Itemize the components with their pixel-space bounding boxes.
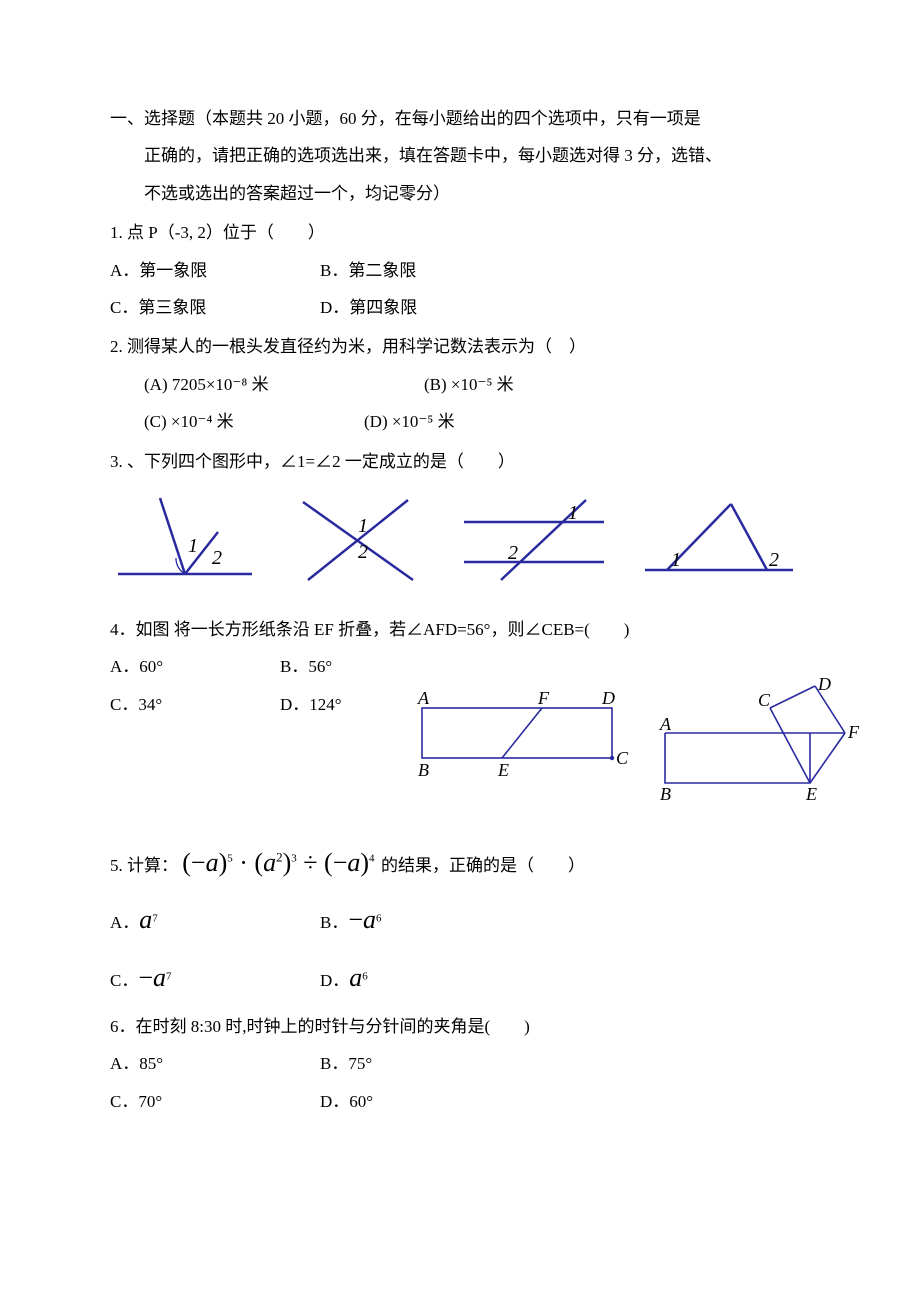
svg-text:F: F [847,722,860,742]
svg-text:2: 2 [769,549,779,571]
q6-option-b: B．75° [320,1045,372,1082]
q4-option-b: B．56° [280,648,332,685]
q3-fig-2: 1 2 [288,492,428,587]
q5-option-c: C．−a7 [110,949,320,1006]
section-title-line1: 选择题（本题共 20 小题，60 分，在每小题给出的四个选项中，只有一项是 [144,100,810,137]
section-number: 一、 [110,100,144,212]
svg-text:A: A [659,714,672,734]
q3-fig-4: 1 2 [639,492,799,587]
svg-text:2: 2 [212,547,222,569]
q1-option-c: C．第三象限 [110,289,320,326]
q4-stem: 4．如图 将一长方形纸条沿 EF 折叠，若∠AFD=56°，则∠CEB=( ) [110,611,810,648]
section-title: 选择题（本题共 20 小题，60 分，在每小题给出的四个选项中，只有一项是 正确… [144,100,810,212]
svg-text:1: 1 [358,515,368,537]
svg-text:D: D [817,678,831,694]
q2-stem: 2. 测得某人的一根头发直径约为米，用科学记数法表示为（ ） [110,328,810,365]
q5-stem-post: 的结果，正确的是（ ） [381,856,585,875]
q4-option-a: A．60° [110,648,220,685]
q5-stem-pre: 5. 计算： [110,856,178,875]
section-header: 一、 选择题（本题共 20 小题，60 分，在每小题给出的四个选项中，只有一项是… [110,100,810,212]
question-3: 3. 、下列四个图形中，∠1=∠2 一定成立的是（ ） 1 2 1 2 [110,443,810,587]
q4-fig-right: A B E F C D [650,678,860,808]
svg-text:A: A [417,688,430,708]
q2-option-b: (B) ×10⁻⁵ 米 [424,366,514,403]
question-6: 6．在时刻 8:30 时,时钟上的时针与分针间的夹角是( ) A．85° B．7… [110,1008,810,1120]
q4-figures: A F D B E C [402,648,860,808]
svg-text:E: E [805,784,817,804]
section-title-line3: 不选或选出的答案超过一个，均记零分） [144,175,810,212]
q1-option-b: B．第二象限 [320,252,416,289]
q5-option-d: D．a6 [320,949,368,1006]
svg-text:B: B [418,760,429,780]
svg-text:1: 1 [568,502,578,524]
svg-text:2: 2 [508,542,518,564]
q1-option-d: D．第四象限 [320,289,417,326]
q5-option-a: A．a7 [110,891,320,948]
svg-text:2: 2 [358,541,368,563]
q6-option-d: D．60° [320,1083,373,1120]
q5-option-b: B．−a6 [320,891,382,948]
q3-fig-3: 1 2 [456,492,611,587]
q2-option-d: (D) ×10⁻⁵ 米 [364,403,455,440]
svg-text:C: C [758,690,771,710]
svg-text:F: F [537,688,550,708]
q3-stem: 3. 、下列四个图形中，∠1=∠2 一定成立的是（ ） [110,443,810,480]
q3-fig-1: 1 2 [110,492,260,587]
q2-option-c: (C) ×10⁻⁴ 米 [144,403,324,440]
q1-stem: 1. 点 P（-3, 2）位于（ ） [110,214,810,251]
q5-expression: (−a)5 · (a2)3 ÷ (−a)4 [182,848,381,877]
question-2: 2. 测得某人的一根头发直径约为米，用科学记数法表示为（ ） (A) 7205×… [110,328,810,440]
q6-option-a: A．85° [110,1045,320,1082]
svg-text:1: 1 [671,549,681,571]
svg-text:C: C [616,748,629,768]
q6-stem: 6．在时刻 8:30 时,时钟上的时针与分针间的夹角是( ) [110,1008,810,1045]
q3-figures: 1 2 1 2 1 2 [110,492,810,587]
svg-text:B: B [660,784,671,804]
question-4: 4．如图 将一长方形纸条沿 EF 折叠，若∠AFD=56°，则∠CEB=( ) … [110,611,810,808]
q4-fig-left: A F D B E C [402,678,632,788]
q2-option-a: (A) 7205×10⁻⁸ 米 [144,366,384,403]
question-5: 5. 计算： (−a)5 · (a2)3 ÷ (−a)4 的结果，正确的是（ ）… [110,834,810,1006]
svg-text:D: D [601,688,615,708]
section-title-line2: 正确的，请把正确的选项选出来，填在答题卡中，每小题选对得 3 分，选错、 [144,137,810,174]
q4-option-c: C．34° [110,686,220,723]
question-1: 1. 点 P（-3, 2）位于（ ） A．第一象限 B．第二象限 C．第三象限 … [110,214,810,326]
svg-text:E: E [497,760,509,780]
svg-text:1: 1 [188,535,198,557]
q6-option-c: C．70° [110,1083,320,1120]
q1-option-a: A．第一象限 [110,252,320,289]
q4-option-d: D．124° [280,686,342,723]
q5-stem: 5. 计算： (−a)5 · (a2)3 ÷ (−a)4 的结果，正确的是（ ） [110,834,810,891]
